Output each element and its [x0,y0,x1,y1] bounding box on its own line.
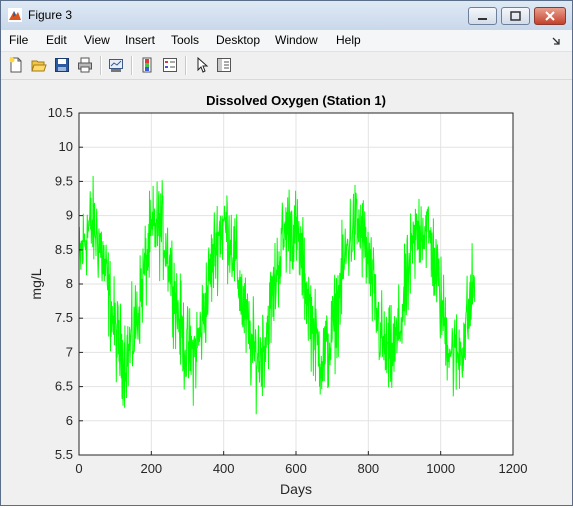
x-tick-label: 200 [140,461,162,476]
window-title: Figure 3 [28,8,73,22]
y-tick-label: 9.5 [55,173,73,188]
link-plot-icon[interactable] [108,57,124,73]
save-icon[interactable] [54,57,70,73]
menu-help[interactable]: Help [336,33,361,47]
toolbar-separator [100,56,102,75]
x-tick-label: 400 [213,461,235,476]
property-inspector-icon[interactable] [216,57,232,73]
y-tick-label: 6.5 [55,379,73,394]
toolbar-separator [185,56,187,75]
y-tick-label: 5.5 [55,447,73,462]
menu-window[interactable]: Window [275,33,318,47]
title-bar[interactable]: Figure 3 [1,1,572,30]
y-tick-label: 9 [66,208,73,223]
maximize-button[interactable] [501,7,530,25]
close-button[interactable] [534,7,566,25]
insert-colorbar-icon[interactable] [139,57,155,73]
x-tick-label: 600 [285,461,307,476]
menu-insert[interactable]: Insert [125,33,156,47]
minimize-button[interactable] [468,7,497,25]
close-icon [545,11,555,21]
edit-plot-icon[interactable] [194,57,210,73]
y-tick-label: 7.5 [55,310,73,325]
y-axis-label: mg/L [28,268,44,299]
maximize-icon [510,11,521,21]
x-axis-label: Days [280,481,312,497]
y-tick-label: 6 [66,413,73,428]
chart-title: Dissolved Oxygen (Station 1) [206,93,386,108]
new-figure-icon[interactable] [8,57,24,73]
figure-canvas: 0 200 400 600 800 1000 1200 5.5 6 6.5 7 7.5 8 8.5 9 9.5… [5,81,570,503]
menu-tools[interactable]: Tools [171,33,200,47]
menu-bar: File Edit View Insert Tools Desktop Wind… [1,30,572,52]
toolbar-separator [131,56,133,75]
x-tick-label: 1000 [426,461,455,476]
toolbar [1,52,572,80]
x-tick-label: 0 [75,461,82,476]
menu-view[interactable]: View [84,33,110,47]
matlab-icon [8,8,22,22]
x-tick-label: 1200 [499,461,528,476]
menu-edit[interactable]: Edit [46,33,67,47]
series-line [78,175,476,415]
print-icon[interactable] [77,57,93,73]
insert-legend-icon[interactable] [162,57,178,73]
open-file-icon[interactable] [31,57,47,73]
y-tick-label: 10 [59,139,73,154]
axis-ticks: 0 200 400 600 800 1000 1200 5.5 6 6.5 7 7.5 8 8.5 9 9.5… [48,105,528,476]
x-tick-label: 800 [357,461,379,476]
y-tick-label: 10.5 [48,105,73,120]
menu-file[interactable]: File [9,33,29,47]
y-tick-label: 8.5 [55,242,73,257]
y-tick-label: 7 [66,344,73,359]
dock-arrow-icon[interactable] [551,36,561,46]
dissolved-oxygen-plot[interactable]: 0 200 400 600 800 1000 1200 5.5 6 6.5 7 7.5 8 8.5 9 9.5… [5,81,570,503]
minimize-icon [478,18,487,20]
menu-desktop[interactable]: Desktop [216,33,261,47]
y-tick-label: 8 [66,276,73,291]
